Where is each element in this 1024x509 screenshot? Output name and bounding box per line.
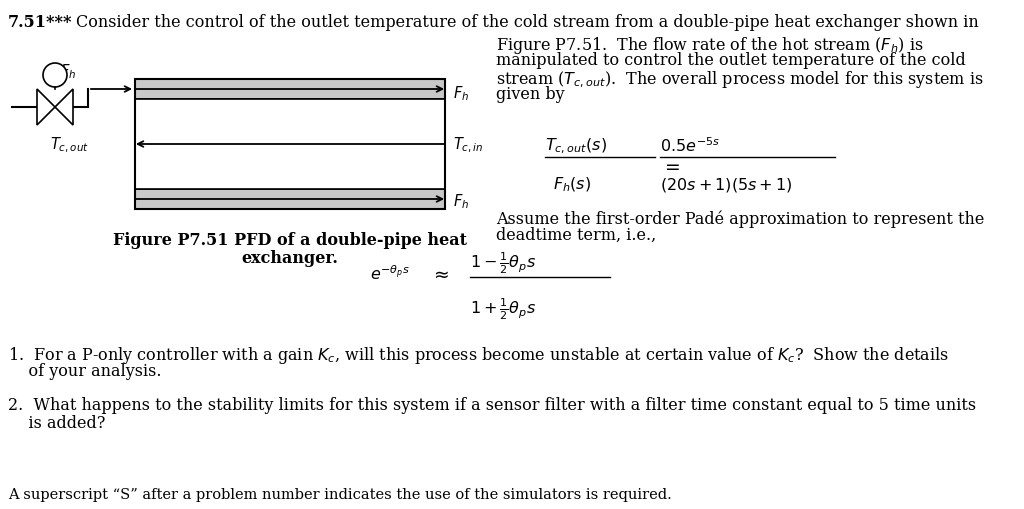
Text: Figure P7.51.  The flow rate of the hot stream ($F_h$) is: Figure P7.51. The flow rate of the hot s… <box>496 35 924 56</box>
Text: $F_h$: $F_h$ <box>60 62 76 80</box>
Text: deadtime term, i.e.,: deadtime term, i.e., <box>496 227 656 243</box>
Polygon shape <box>55 90 73 126</box>
Bar <box>135 190 445 210</box>
Text: A superscript “S” after a problem number indicates the use of the simulators is : A superscript “S” after a problem number… <box>8 487 672 501</box>
Text: is added?: is added? <box>8 414 105 431</box>
Text: $T_{c,out}$: $T_{c,out}$ <box>50 135 89 154</box>
Text: $e^{-\theta_p s}$: $e^{-\theta_p s}$ <box>370 265 410 284</box>
Text: of your analysis.: of your analysis. <box>8 362 162 379</box>
Bar <box>135 100 445 190</box>
Text: $1+\frac{1}{2}\theta_p s$: $1+\frac{1}{2}\theta_p s$ <box>470 295 537 321</box>
Text: Figure P7.51 PFD of a double-pipe heat: Figure P7.51 PFD of a double-pipe heat <box>113 232 467 248</box>
Polygon shape <box>37 90 55 126</box>
Text: exchanger.: exchanger. <box>242 249 339 267</box>
Text: $F_h(s)$: $F_h(s)$ <box>553 176 591 194</box>
Circle shape <box>43 64 67 88</box>
Text: manipulated to control the outlet temperature of the cold: manipulated to control the outlet temper… <box>496 52 966 69</box>
Text: Consider the control of the outlet temperature of the cold stream from a double-: Consider the control of the outlet tempe… <box>76 14 979 31</box>
Text: $\approx$: $\approx$ <box>430 266 450 284</box>
Text: $F_h$: $F_h$ <box>453 191 469 210</box>
Text: 7.51***: 7.51*** <box>8 14 73 31</box>
Text: $T_{c,out}(s)$: $T_{c,out}(s)$ <box>545 136 607 156</box>
Text: $0.5e^{-5s}$: $0.5e^{-5s}$ <box>660 137 720 156</box>
Text: 2.  What happens to the stability limits for this system if a sensor filter with: 2. What happens to the stability limits … <box>8 396 976 413</box>
Text: $F_h$: $F_h$ <box>453 84 469 102</box>
Text: $(20s+1)(5s+1)$: $(20s+1)(5s+1)$ <box>660 176 793 193</box>
Bar <box>135 80 445 210</box>
Bar <box>135 80 445 100</box>
Text: $T_{c,in}$: $T_{c,in}$ <box>453 135 483 154</box>
Text: $1-\frac{1}{2}\theta_p s$: $1-\frac{1}{2}\theta_p s$ <box>470 250 537 275</box>
Text: 1.  For a P-only controller with a gain $K_c$, will this process become unstable: 1. For a P-only controller with a gain $… <box>8 344 949 365</box>
Text: given by: given by <box>496 86 564 103</box>
Text: Assume the first-order Padé approximation to represent the: Assume the first-order Padé approximatio… <box>496 210 984 227</box>
Text: $=$: $=$ <box>662 157 680 175</box>
Text: stream ($T_{c,out}$).  The overall process model for this system is: stream ($T_{c,out}$). The overall proces… <box>496 69 984 90</box>
